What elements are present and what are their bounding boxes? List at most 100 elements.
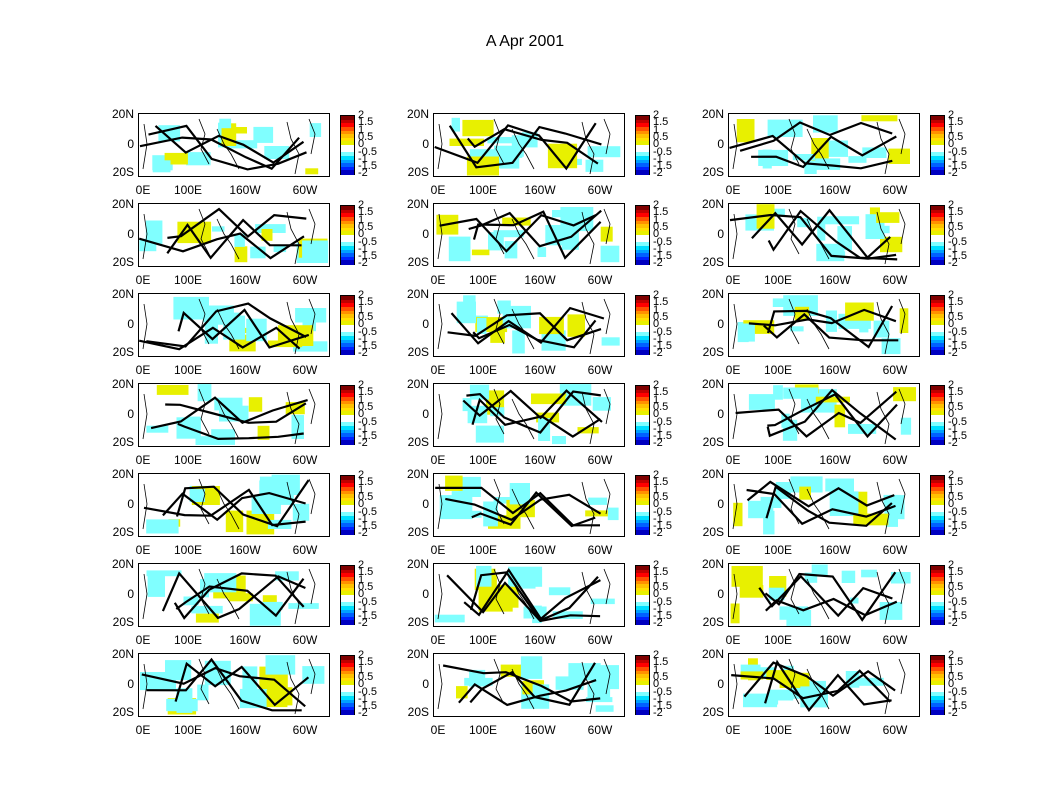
colorbar-tick-label: -2 [948, 707, 958, 720]
anomaly-region [257, 425, 270, 440]
colorbar [930, 475, 945, 535]
colorbar-tick-label: -2 [948, 167, 958, 180]
colorbar-segment [636, 145, 649, 150]
lon-tick-label: 160W [524, 363, 556, 377]
colorbar-tick-label: -0.5 [948, 325, 967, 338]
lon-tick-label: 60W [882, 723, 908, 737]
coastline [308, 658, 316, 695]
coastline [511, 398, 535, 440]
colorbar-tick-label: 0.5 [948, 580, 964, 593]
coastline [142, 393, 148, 440]
lon-tick-label: 100E [468, 543, 498, 557]
colorbar-tick-label: 1.5 [358, 656, 374, 669]
coastline [286, 301, 300, 355]
colorbar-tick-label: 1 [358, 213, 365, 226]
colorbar-tick-label: 0.5 [358, 490, 374, 503]
map-plot-area [138, 203, 330, 267]
anomaly-region [885, 514, 898, 527]
anomaly-region [811, 564, 828, 577]
lat-tick-label: 20N [111, 377, 134, 391]
anomaly-region [577, 427, 599, 434]
map-field [139, 118, 322, 175]
colorbar-tick-label: 0 [653, 408, 660, 421]
colorbar-segment [341, 620, 354, 625]
anomaly-region [511, 135, 524, 157]
colorbar-tick-label: 0 [948, 228, 955, 241]
lat-tick-label: 20N [111, 107, 134, 121]
lon-tick-label: 60W [587, 453, 613, 467]
colorbar-tick-label: 1.5 [653, 476, 669, 489]
map-panel: 20N 0 20S 0E 100E 160W 60W 2 1.5 1 0.5 0 -0.5 -1 -1.5-… [407, 557, 743, 653]
colorbar-segment [931, 598, 944, 603]
colorbar-tick-label: 0 [653, 228, 660, 241]
colorbar-segment [931, 343, 944, 348]
zero-contour [765, 597, 898, 617]
colorbar-segment [931, 569, 944, 574]
coastline [581, 661, 595, 715]
colorbar-segment [931, 299, 944, 304]
coastline [581, 571, 595, 625]
anomaly-region [259, 476, 276, 484]
lon-tick-label: 100E [763, 453, 793, 467]
colorbar-tick-label: 1.5 [948, 296, 964, 309]
anomaly-region [462, 119, 494, 137]
colorbar-segment [636, 677, 649, 682]
colorbar-segment [636, 245, 649, 250]
lat-tick-label: 20S [112, 255, 134, 269]
colorbar-tick-label: -0.5 [948, 505, 967, 518]
zero-contour [446, 574, 599, 622]
colorbar-tick-label: 0.5 [358, 310, 374, 323]
colorbar-segment [931, 486, 944, 491]
zero-contour [471, 490, 596, 528]
map-field [732, 476, 906, 535]
map-panel: 20N 0 20S 0E 100E 160W 60W 2 1.5 1 0.5 0 -0.5 -1 -1.5-… [702, 287, 1038, 383]
colorbar-tick-label: -0.5 [358, 685, 377, 698]
anomaly-region [212, 226, 225, 232]
colorbar-tick-label: -1 [358, 332, 368, 345]
coastline [876, 301, 890, 355]
colorbar-segment [341, 681, 354, 686]
colorbar-segment [931, 389, 944, 394]
lon-tick-label: 160W [229, 273, 261, 287]
colorbar-tick-label: 0.5 [948, 130, 964, 143]
map-plot-area [433, 293, 625, 357]
map-panel: 20N 0 20S 0E 100E 160W 60W 2 1.5 1 0.5 0 -0.5 -1 -1.5-… [702, 467, 1038, 563]
lat-tick-label: 0 [422, 677, 429, 691]
colorbar-segment [931, 526, 944, 531]
colorbar-segment [636, 659, 649, 664]
colorbar-segment [931, 483, 944, 488]
colorbar-tick-label: 1 [358, 303, 365, 316]
zero-contour [472, 319, 597, 349]
colorbar-tick-label: 2 [358, 289, 365, 301]
zero-contour [729, 134, 893, 170]
colorbar-tick-label: 0.5 [358, 580, 374, 593]
colorbar-segment [341, 566, 354, 571]
colorbar-segment [341, 494, 354, 499]
colorbar-segment [636, 440, 649, 445]
colorbar-segment [341, 396, 354, 401]
colorbar-segment [636, 501, 649, 506]
colorbar-segment [636, 213, 649, 218]
colorbar-segment [341, 569, 354, 574]
colorbar-tick-label: -2 [653, 707, 663, 720]
anomaly-region [200, 579, 209, 598]
colorbar-segment [341, 235, 354, 240]
colorbar-segment [931, 116, 944, 121]
colorbar-segment [931, 235, 944, 240]
colorbar-segment [931, 656, 944, 661]
lon-tick-label: 100E [173, 363, 203, 377]
colorbar-tick-label: 0.5 [653, 490, 669, 503]
lon-tick-label: 0E [725, 633, 741, 647]
anomaly-region [255, 224, 286, 233]
zero-contour [767, 393, 898, 439]
colorbar-segment [636, 220, 649, 225]
anomaly-region [733, 502, 743, 527]
colorbar-segment [931, 620, 944, 625]
colorbar-segment [636, 695, 649, 700]
anomaly-region [487, 137, 516, 144]
colorbar-segment [341, 710, 354, 715]
colorbar-segment [931, 404, 944, 409]
coastline [876, 121, 890, 175]
lon-tick-label: 0E [430, 453, 446, 467]
colorbar-segment [636, 209, 649, 214]
